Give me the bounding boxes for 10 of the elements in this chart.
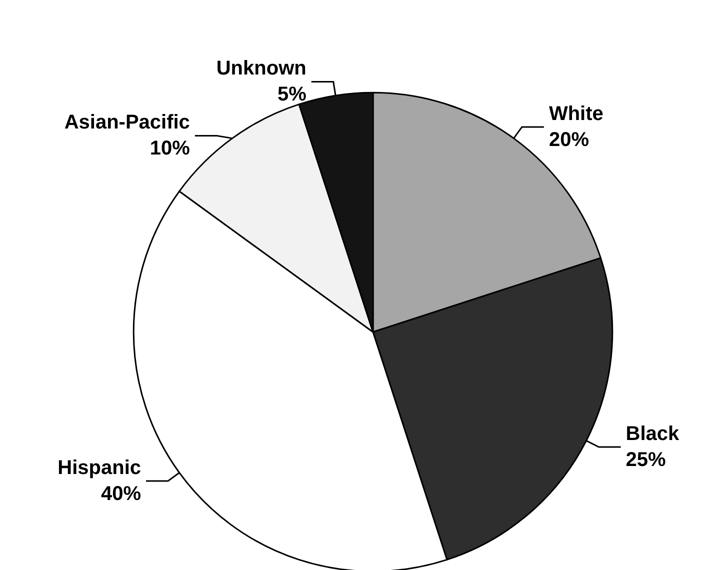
- slice-label: Unknown: [216, 58, 306, 80]
- slice-label: Hispanic: [58, 456, 141, 479]
- slice-label: Black: [626, 423, 680, 446]
- data-label: 25%: [626, 449, 666, 472]
- data-label: 5%: [277, 84, 307, 106]
- data-label: 40%: [100, 482, 142, 505]
- slice-label: White: [548, 102, 604, 125]
- data-label: 20%: [548, 128, 590, 151]
- data-label: 10%: [150, 138, 190, 160]
- slice-label: Asian-Pacific: [64, 112, 190, 134]
